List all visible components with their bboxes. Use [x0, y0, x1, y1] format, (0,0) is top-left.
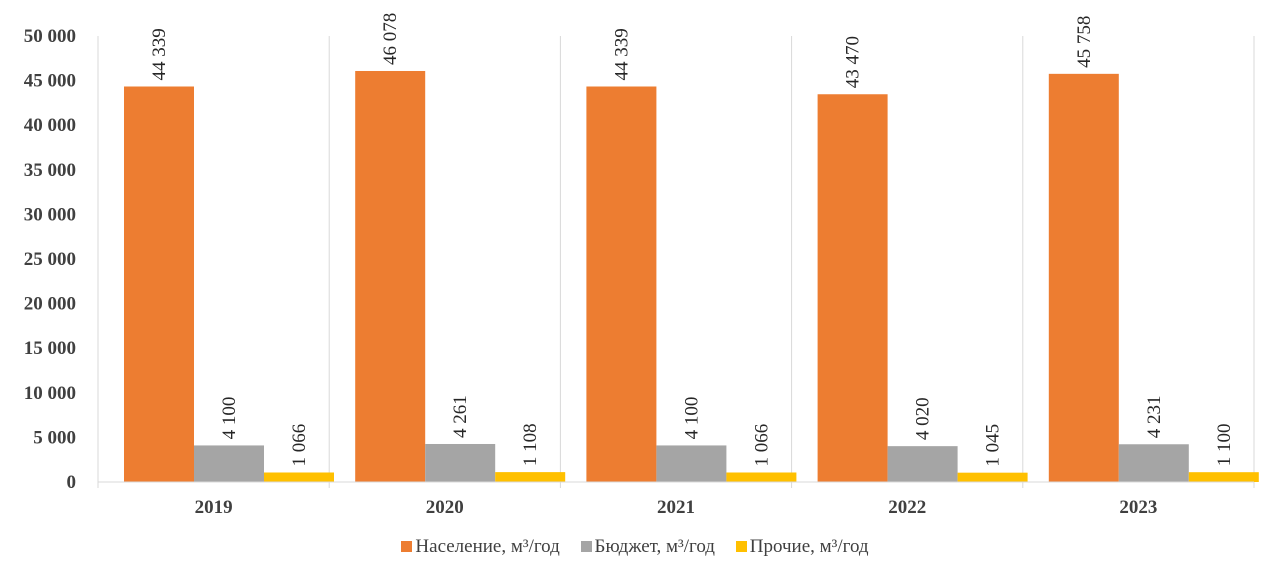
chart: 0 5 000 10 000 15 000 20 000 25 000 30 000 35 0…	[24, 13, 1259, 518]
legend-label-budget: Бюджет, м³/год	[594, 536, 715, 557]
legend-swatch-budget	[580, 541, 592, 552]
bar	[425, 443, 496, 482]
y-tick-label: 30 000	[24, 204, 76, 225]
bar	[957, 472, 1028, 482]
data-label: 4 100	[219, 397, 240, 440]
data-label: 4 231	[1144, 396, 1165, 439]
bar	[586, 86, 657, 482]
data-label: 44 339	[611, 28, 632, 80]
data-label: 1 066	[289, 424, 310, 467]
x-tick-label: 2021	[657, 497, 695, 518]
x-tick-label: 2019	[195, 497, 233, 518]
bar	[1118, 444, 1189, 482]
category-gridlines	[97, 36, 1255, 488]
x-tick-label: 2023	[1119, 497, 1157, 518]
bar	[656, 445, 727, 482]
y-axis-tick-labels: 0 5 000 10 000 15 000 20 000 25 000 30 000 35 0…	[24, 26, 76, 493]
data-label: 1 100	[1214, 423, 1235, 466]
x-axis-tick-labels: 2019 2020 2021 2022 2023	[195, 497, 1158, 518]
bar	[124, 86, 194, 482]
bar	[1188, 472, 1259, 482]
y-tick-label: 50 000	[24, 26, 76, 47]
bars	[124, 70, 1259, 483]
y-tick-label: 15 000	[24, 338, 76, 359]
data-label: 1 045	[983, 424, 1004, 467]
legend: Население, м³/год Бюджет, м³/год Прочие,…	[0, 536, 1270, 558]
bar	[817, 94, 888, 483]
bar	[355, 70, 426, 482]
bar	[495, 472, 566, 482]
data-label: 46 078	[380, 13, 401, 65]
y-tick-label: 20 000	[24, 294, 76, 315]
bar	[726, 472, 797, 482]
legend-label-other: Прочие, м³/год	[749, 536, 869, 557]
legend-label-population: Население, м³/год	[415, 536, 560, 557]
y-tick-label: 10 000	[24, 383, 76, 404]
y-tick-label: 25 000	[24, 249, 76, 270]
x-tick-label: 2022	[888, 497, 926, 518]
y-tick-label: 35 000	[24, 160, 76, 181]
data-label: 1 108	[520, 423, 541, 466]
bar	[1048, 73, 1119, 483]
data-labels: 44 339 46 078 44 339 43 470 45 758 4 100 4 261…	[149, 13, 1235, 467]
x-tick-label: 2020	[426, 497, 464, 518]
data-label: 4 020	[913, 397, 934, 440]
legend-item-population: Население, м³/год	[401, 536, 560, 558]
y-tick-label: 0	[67, 472, 77, 493]
y-tick-label: 5 000	[33, 427, 76, 448]
legend-swatch-other	[735, 541, 747, 552]
data-label: 43 470	[843, 36, 864, 88]
legend-swatch-population	[401, 541, 413, 552]
bar	[887, 446, 958, 482]
legend-item-budget: Бюджет, м³/год	[580, 536, 715, 558]
bar	[194, 445, 264, 482]
data-label: 44 339	[149, 28, 170, 80]
bar	[264, 472, 334, 482]
data-label: 1 066	[751, 424, 772, 467]
data-label: 4 100	[681, 397, 702, 440]
legend-item-other: Прочие, м³/год	[735, 536, 869, 558]
data-label: 4 261	[450, 395, 471, 438]
y-tick-label: 45 000	[24, 71, 76, 92]
y-tick-label: 40 000	[24, 115, 76, 136]
data-label: 45 758	[1074, 16, 1095, 68]
